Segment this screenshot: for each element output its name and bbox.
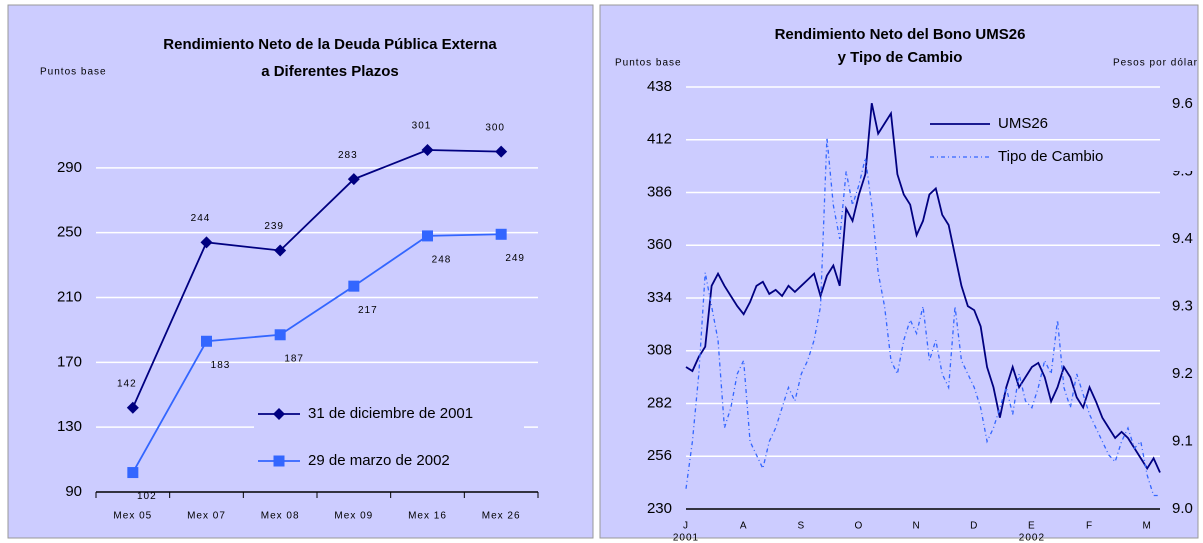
x-tick-label: J bbox=[683, 521, 689, 532]
y-tick-label: 210 bbox=[57, 288, 82, 305]
x-group-label: 2002 bbox=[1019, 533, 1045, 543]
marker bbox=[200, 236, 213, 249]
y-axis-label: Puntos base bbox=[615, 58, 682, 69]
y2-tick-label: 9.4 bbox=[1172, 230, 1193, 247]
legend-marker bbox=[273, 455, 285, 467]
panel bbox=[599, 4, 1199, 539]
marker bbox=[421, 144, 434, 157]
legend-label: Tipo de Cambio bbox=[998, 148, 1103, 165]
x-tick-label: Mex 16 bbox=[408, 511, 447, 522]
chart-title: y Tipo de Cambio bbox=[838, 49, 963, 66]
y2-tick-label: 9.1 bbox=[1172, 432, 1193, 449]
y-tick-label: 170 bbox=[57, 353, 82, 370]
x-tick-label: N bbox=[912, 521, 920, 532]
y-tick-label: 290 bbox=[57, 159, 82, 176]
data-label: 248 bbox=[432, 255, 452, 266]
series-line bbox=[132, 149, 502, 409]
y2-tick-label: 9.3 bbox=[1172, 297, 1193, 314]
x-tick-label: Mex 07 bbox=[187, 511, 226, 522]
x-tick-label: D bbox=[970, 521, 978, 532]
y-tick-label: 256 bbox=[647, 447, 672, 464]
data-label: 217 bbox=[358, 305, 378, 316]
data-label: 283 bbox=[338, 150, 358, 161]
series-line bbox=[685, 103, 1161, 473]
legend-marker bbox=[273, 408, 285, 420]
legend-label: 31 de diciembre de 2001 bbox=[308, 405, 473, 422]
y2-tick-label: 9.0 bbox=[1172, 500, 1193, 517]
x-tick-label: F bbox=[1086, 521, 1093, 532]
chart-title: a Diferentes Plazos bbox=[261, 63, 399, 80]
x-tick-label: Mex 26 bbox=[482, 511, 521, 522]
chart-title: Rendimiento Neto de la Deuda Pública Ext… bbox=[163, 36, 497, 53]
y2-tick-label: 9.6 bbox=[1172, 95, 1193, 112]
y2-tick-label: 9.2 bbox=[1172, 365, 1193, 382]
series-line bbox=[132, 233, 502, 473]
marker bbox=[201, 335, 212, 347]
y-tick-label: 230 bbox=[647, 500, 672, 517]
legend-label: UMS26 bbox=[998, 115, 1048, 132]
x-tick-label: Mex 05 bbox=[113, 511, 152, 522]
marker bbox=[495, 228, 507, 240]
y-tick-label: 334 bbox=[647, 289, 672, 306]
x-tick-label: M bbox=[1143, 521, 1152, 532]
x-group-label: 2001 bbox=[673, 533, 699, 543]
y-tick-label: 412 bbox=[647, 131, 672, 148]
data-label: 301 bbox=[412, 121, 432, 132]
x-tick-label: S bbox=[797, 521, 805, 532]
y-tick-label: 438 bbox=[647, 78, 672, 95]
marker bbox=[422, 230, 433, 242]
data-label: 102 bbox=[137, 491, 157, 502]
y-tick-label: 386 bbox=[647, 183, 672, 200]
x-tick-label: E bbox=[1028, 521, 1036, 532]
marker bbox=[127, 467, 139, 479]
y2-axis-label: Pesos por dólar bbox=[1113, 58, 1198, 69]
data-label: 239 bbox=[264, 221, 284, 232]
data-label: 300 bbox=[485, 122, 505, 133]
data-label: 249 bbox=[505, 253, 525, 264]
x-tick-label: Mex 08 bbox=[261, 511, 300, 522]
chart-title: Rendimiento Neto del Bono UMS26 bbox=[775, 26, 1026, 43]
x-tick-label: O bbox=[855, 521, 864, 532]
marker bbox=[274, 244, 287, 257]
data-label: 244 bbox=[191, 213, 211, 224]
marker bbox=[347, 173, 360, 186]
y-tick-label: 130 bbox=[57, 418, 82, 435]
series-line bbox=[685, 137, 1160, 497]
x-tick-label: A bbox=[740, 521, 748, 532]
y-tick-label: 90 bbox=[65, 483, 82, 500]
legend-label: 29 de marzo de 2002 bbox=[308, 452, 450, 469]
data-label: 142 bbox=[117, 378, 137, 389]
data-label: 187 bbox=[284, 353, 304, 364]
data-label: 183 bbox=[211, 360, 231, 371]
x-tick-label: Mex 09 bbox=[334, 511, 373, 522]
y-axis-label: Puntos base bbox=[40, 67, 107, 78]
marker bbox=[274, 329, 286, 341]
marker bbox=[126, 401, 139, 414]
y-tick-label: 308 bbox=[647, 342, 672, 359]
y-tick-label: 250 bbox=[57, 224, 82, 241]
y-tick-label: 282 bbox=[647, 394, 672, 411]
y-tick-label: 360 bbox=[647, 236, 672, 253]
marker bbox=[348, 280, 360, 292]
marker bbox=[495, 145, 508, 158]
